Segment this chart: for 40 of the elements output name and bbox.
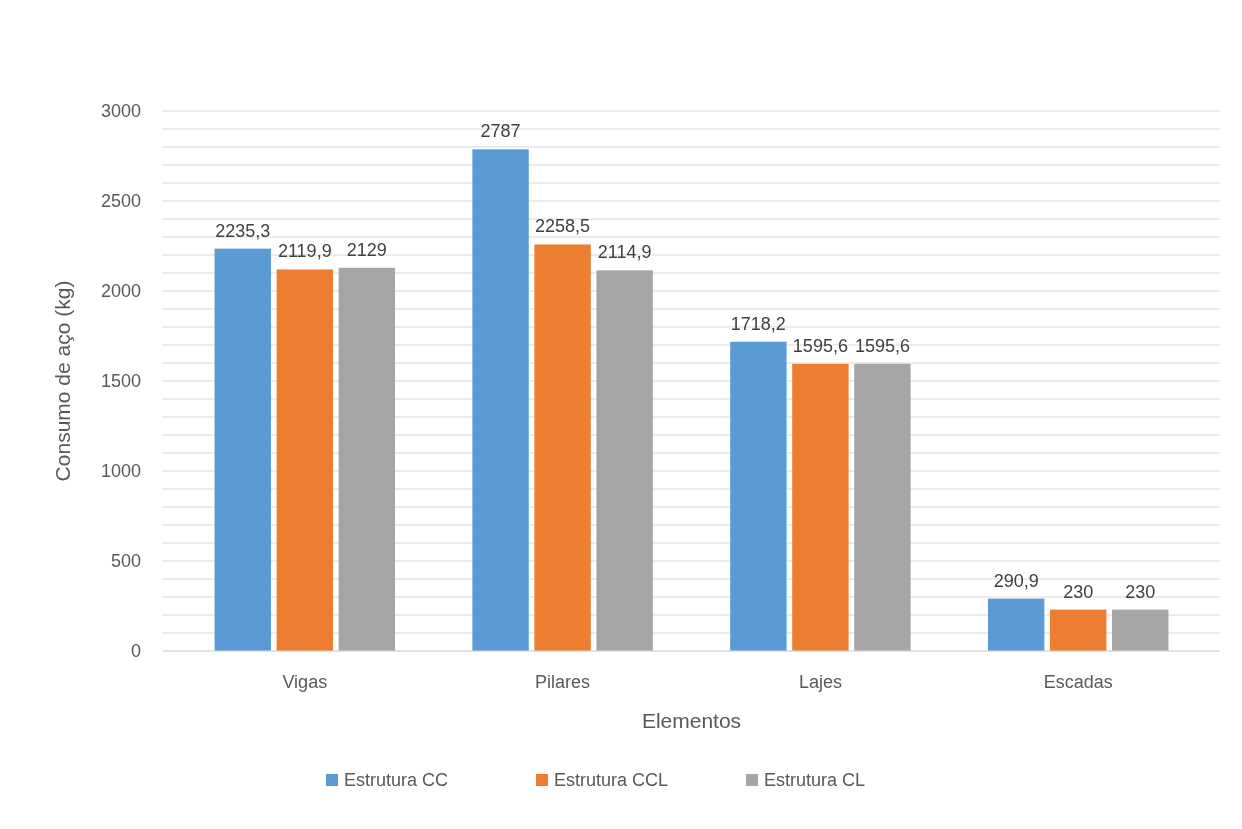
y-tick-label: 2000 [100,281,141,301]
y-tick-label: 1500 [100,371,141,391]
y-tick-label: 3000 [100,101,141,121]
bar [534,244,591,651]
x-tick-label: Lajes [798,672,842,692]
bar [214,248,271,651]
data-label: 1595,6 [792,335,848,356]
x-tick-label: Pilares [535,672,591,692]
data-label: 2119,9 [277,241,332,262]
x-tick-label: Escadas [1043,672,1113,692]
data-label: 2235,3 [215,220,271,241]
bar [596,270,653,651]
y-tick-label: 1000 [100,461,141,481]
y-tick-label: 0 [130,641,141,661]
y-tick-label: 500 [110,551,141,571]
bar [792,363,849,651]
bar [1112,609,1169,651]
legend-label: Estrutura CCL [554,770,669,790]
data-label: 2787 [480,121,521,142]
y-axis-title: Consumo de aço (kg) [51,280,74,482]
bar [987,598,1045,651]
data-label: 2129 [346,239,387,260]
data-label: 230 [1063,581,1094,602]
bar [730,341,787,651]
data-label: 1595,6 [854,335,910,356]
legend-label: Estrutura CC [344,770,449,790]
data-label: 230 [1125,581,1156,602]
bar [854,363,911,651]
x-tick-label: Vigas [282,672,328,692]
bar [338,267,396,651]
data-label: 2114,9 [597,242,652,263]
data-label: 1718,2 [730,313,786,334]
y-tick-label: 2500 [100,191,141,211]
x-axis-title: Elementos [641,709,742,732]
data-label: 290,9 [993,570,1039,591]
bar [1050,609,1107,651]
legend-label: Estrutura CL [764,770,866,790]
bar [472,149,529,651]
bar [276,269,333,651]
data-label: 2258,5 [535,216,591,237]
